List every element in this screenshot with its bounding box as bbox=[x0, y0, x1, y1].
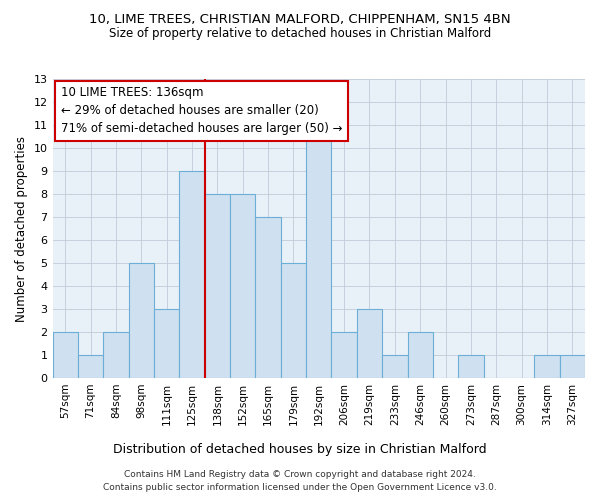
Bar bbox=[53, 332, 78, 378]
Text: 10, LIME TREES, CHRISTIAN MALFORD, CHIPPENHAM, SN15 4BN: 10, LIME TREES, CHRISTIAN MALFORD, CHIPP… bbox=[89, 12, 511, 26]
Bar bbox=[407, 332, 433, 378]
Bar bbox=[128, 263, 154, 378]
Text: Contains public sector information licensed under the Open Government Licence v3: Contains public sector information licen… bbox=[103, 482, 497, 492]
Bar bbox=[256, 217, 281, 378]
Bar bbox=[205, 194, 230, 378]
Bar bbox=[179, 171, 205, 378]
Bar bbox=[306, 125, 331, 378]
Bar bbox=[357, 309, 382, 378]
Bar bbox=[78, 355, 103, 378]
Text: Distribution of detached houses by size in Christian Malford: Distribution of detached houses by size … bbox=[113, 442, 487, 456]
Bar bbox=[103, 332, 128, 378]
Text: Size of property relative to detached houses in Christian Malford: Size of property relative to detached ho… bbox=[109, 28, 491, 40]
Y-axis label: Number of detached properties: Number of detached properties bbox=[15, 136, 28, 322]
Bar bbox=[281, 263, 306, 378]
Bar bbox=[154, 309, 179, 378]
Bar bbox=[230, 194, 256, 378]
Bar bbox=[382, 355, 407, 378]
Bar bbox=[331, 332, 357, 378]
Bar bbox=[560, 355, 585, 378]
Text: 10 LIME TREES: 136sqm
← 29% of detached houses are smaller (20)
71% of semi-deta: 10 LIME TREES: 136sqm ← 29% of detached … bbox=[61, 86, 342, 136]
Bar bbox=[534, 355, 560, 378]
Text: Contains HM Land Registry data © Crown copyright and database right 2024.: Contains HM Land Registry data © Crown c… bbox=[124, 470, 476, 479]
Bar bbox=[458, 355, 484, 378]
